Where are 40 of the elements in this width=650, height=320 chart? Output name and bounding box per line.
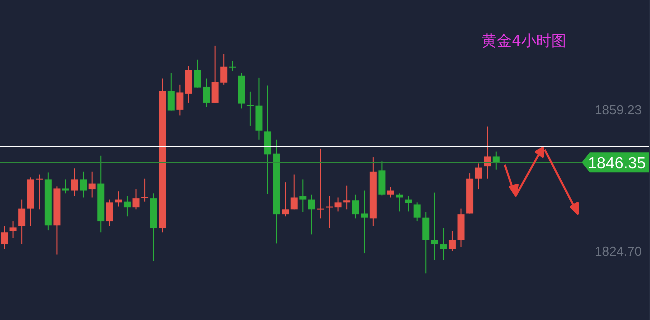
candlestick [194, 59, 202, 88]
candlestick [387, 186, 394, 198]
candlestick [124, 196, 131, 218]
candlestick [448, 230, 456, 252]
candlestick [88, 171, 96, 198]
candlestick [80, 171, 88, 198]
candlestick [317, 148, 324, 220]
candlestick [264, 85, 272, 195]
ref-line-label: 1846.35 [588, 156, 646, 173]
candlestick [106, 199, 114, 227]
candlestick [282, 182, 290, 218]
candlestick [132, 189, 140, 210]
candlestick [168, 72, 175, 112]
text: 黄金4小时图 [482, 32, 567, 51]
candlestick [484, 126, 492, 180]
candlestick [62, 179, 70, 194]
candlestick [308, 194, 316, 236]
candlestick [334, 197, 342, 212]
candlestick [300, 179, 307, 214]
candlestick [475, 163, 482, 190]
y-tick-label: 1824.70 [595, 244, 642, 260]
candlestick [326, 196, 333, 230]
y-tick-label: 1859.23 [595, 102, 642, 118]
candlestick [422, 212, 430, 274]
candlestick [1, 226, 8, 250]
candlestick [431, 192, 438, 262]
candlestick [405, 196, 412, 212]
candlestick [142, 178, 149, 202]
candlestick [290, 174, 298, 210]
candlestick [71, 168, 78, 198]
candlestick [10, 221, 17, 239]
candlestick [246, 91, 254, 126]
candlestick [203, 78, 210, 108]
candlestick [185, 66, 192, 104]
candlestick [414, 202, 421, 222]
candlestick [344, 185, 351, 210]
candlestick [229, 60, 236, 72]
candlestick [18, 199, 26, 246]
candlestick [440, 228, 448, 262]
candlestick [176, 84, 184, 116]
